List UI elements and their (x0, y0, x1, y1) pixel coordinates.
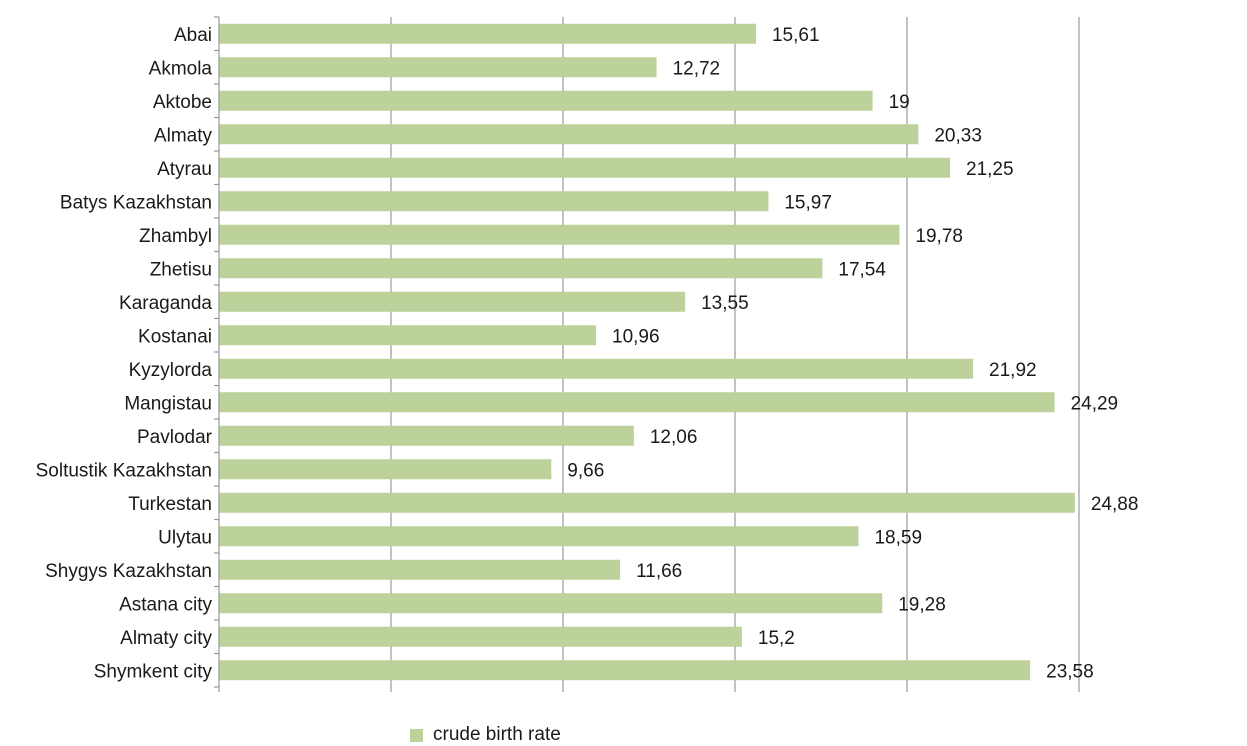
category-label: Almaty city (120, 628, 212, 649)
bar (219, 459, 552, 480)
category-label: Batys Kazakhstan (60, 192, 212, 213)
category-label: Turkestan (128, 494, 212, 515)
value-label: 12,72 (673, 58, 721, 79)
value-label: 10,96 (612, 326, 660, 347)
value-label: 11,66 (636, 561, 682, 582)
bar (219, 626, 742, 647)
value-label: 21,25 (966, 159, 1014, 180)
category-label: Zhetisu (150, 259, 212, 280)
bar (219, 224, 900, 245)
value-label: 15,61 (772, 25, 820, 46)
category-label: Atyrau (157, 159, 212, 180)
bars (219, 23, 1075, 681)
category-label: Shygys Kazakhstan (45, 561, 212, 582)
value-label: 23,58 (1046, 661, 1094, 682)
value-label: 13,55 (701, 293, 749, 314)
value-label: 20,33 (934, 125, 982, 146)
legend-label: crude birth rate (433, 724, 561, 745)
value-label: 24,88 (1091, 494, 1139, 515)
category-label: Astana city (119, 594, 212, 615)
bar (219, 157, 950, 178)
value-label: 15,97 (784, 192, 832, 213)
y-axis (214, 16, 1080, 692)
value-label: 18,59 (874, 527, 922, 548)
bar (219, 90, 873, 111)
bar (219, 258, 823, 279)
bar (219, 358, 974, 379)
bar (219, 23, 756, 44)
bar (219, 191, 769, 212)
bar (219, 124, 919, 145)
category-label: Kostanai (138, 326, 212, 347)
bar (219, 492, 1075, 513)
bar (219, 660, 1031, 681)
legend: crude birth rate (410, 724, 561, 746)
category-label: Mangistau (124, 393, 212, 414)
bar (219, 325, 597, 346)
bar (219, 392, 1055, 413)
value-label: 19 (889, 92, 910, 113)
legend-swatch (410, 728, 423, 742)
value-label: 19,78 (915, 226, 963, 247)
category-label: Aktobe (153, 92, 212, 113)
value-label: 12,06 (650, 427, 698, 448)
value-label: 24,29 (1071, 393, 1119, 414)
bar (219, 526, 859, 547)
category-label: Zhambyl (139, 226, 212, 247)
bar (219, 291, 686, 312)
value-label: 19,28 (898, 594, 946, 615)
category-label: Almaty (154, 125, 213, 146)
value-labels: 15,61 12,72 19 20,33 21,25 15,97 19,78 17,54 13,… (567, 25, 1138, 683)
bar (219, 425, 634, 446)
category-label: Abai (174, 25, 212, 46)
bar (219, 57, 657, 78)
category-label: Soltustik Kazakhstan (36, 460, 212, 481)
category-label: Akmola (149, 58, 213, 79)
category-label: Ulytau (158, 527, 212, 548)
value-label: 17,54 (838, 259, 886, 280)
gridlines (390, 17, 1080, 687)
value-label: 15,2 (758, 628, 795, 649)
value-label: 9,66 (567, 460, 604, 481)
value-label: 21,92 (989, 360, 1037, 381)
bar (219, 559, 621, 580)
category-label: Pavlodar (137, 427, 213, 448)
category-label: Kyzylorda (129, 360, 213, 381)
bar (219, 593, 883, 614)
category-labels: Abai Akmola Aktobe Almaty Atyrau Batys Kazakh… (36, 25, 213, 683)
category-label: Shymkent city (94, 661, 213, 682)
category-label: Karaganda (119, 293, 212, 314)
